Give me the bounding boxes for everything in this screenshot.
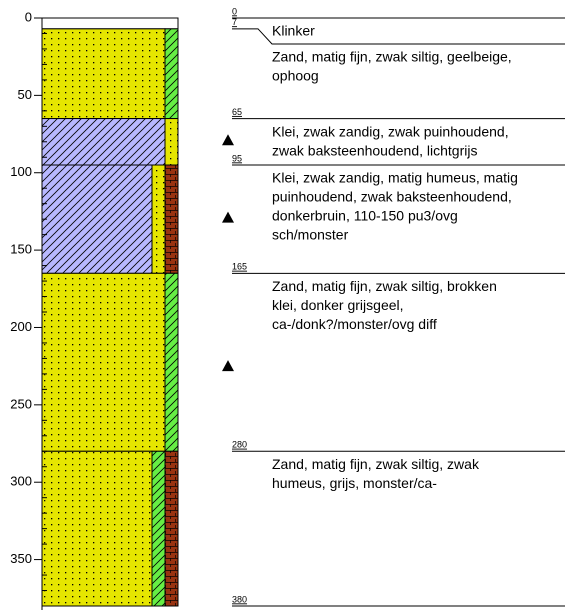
layer-strip xyxy=(164,118,179,166)
tick-label: 50 xyxy=(18,87,32,102)
depth-label: 165 xyxy=(232,262,247,272)
layer xyxy=(41,17,179,30)
layer-description: donkerbruin, 110-150 pu3/ovg xyxy=(272,208,458,224)
layer-description: humeus, grijs, monster/ca- xyxy=(272,475,437,491)
tick-label: 0 xyxy=(25,9,32,24)
layer-description: Klinker xyxy=(272,23,315,39)
layer-description: Zand, matig fijn, zwak siltig, zwak xyxy=(272,456,480,472)
tick-label: 250 xyxy=(10,396,32,411)
sample-marker xyxy=(222,134,234,146)
tick-label: 350 xyxy=(10,551,32,566)
sample-marker xyxy=(222,211,234,223)
layer-strip xyxy=(164,450,179,607)
layer-description: Klei, zwak zandig, matig humeus, matig xyxy=(272,170,518,186)
layer xyxy=(41,164,153,274)
depth-label: 7 xyxy=(232,17,237,27)
layer-strip xyxy=(164,164,179,274)
tick-label: 300 xyxy=(10,474,32,489)
layer xyxy=(41,28,166,120)
layer-description: sch/monster xyxy=(272,227,349,243)
tick-label: 200 xyxy=(10,319,32,334)
depth-label: 65 xyxy=(232,107,242,117)
layer-description: zwak baksteenhoudend, lichtgrijs xyxy=(272,142,477,158)
layer xyxy=(41,450,153,607)
depth-label: 0 xyxy=(232,6,237,16)
layer-strip xyxy=(164,28,179,120)
layer-description: Zand, matig fijn, zwak siltig, brokken xyxy=(272,278,497,294)
layer-description: klei, donker grijsgeel, xyxy=(272,297,404,313)
tick-label: 100 xyxy=(10,164,32,179)
layer-strip xyxy=(151,450,166,607)
layer-description: Zand, matig fijn, zwak siltig, geelbeige… xyxy=(272,49,512,65)
layer-description: ca-/donk?/monster/ovg diff xyxy=(272,316,437,332)
sample-marker xyxy=(222,360,234,372)
layer-description: Klei, zwak zandig, zwak puinhoudend, xyxy=(272,123,509,139)
depth-label: 280 xyxy=(232,440,247,450)
tick-label: 150 xyxy=(10,242,32,257)
layer xyxy=(41,118,166,166)
depth-label: 95 xyxy=(232,153,242,163)
depth-label: 380 xyxy=(232,594,247,604)
layer-strip xyxy=(151,164,166,274)
boundary-line xyxy=(232,28,565,45)
layer-description: puinhoudend, zwak baksteenhoudend, xyxy=(272,189,512,205)
layer xyxy=(41,272,166,452)
layer-description: ophoog xyxy=(272,68,319,84)
layer-strip xyxy=(164,272,179,452)
